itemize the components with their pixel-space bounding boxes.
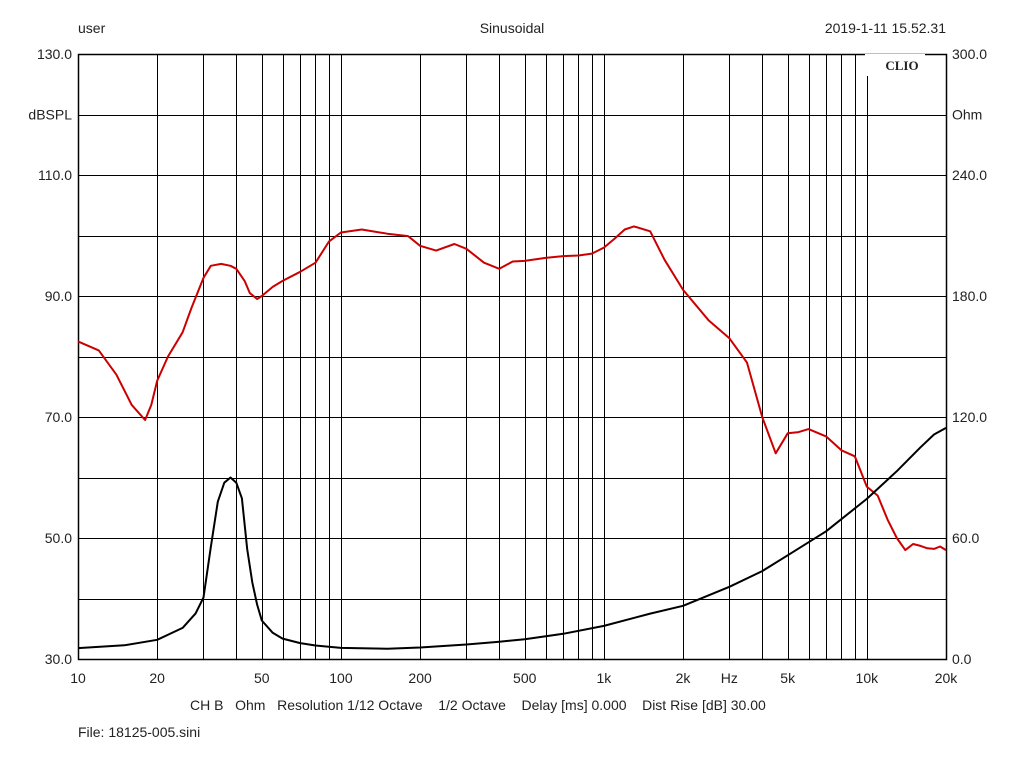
y-right-tick-label: 240.0 (952, 167, 987, 183)
header-timestamp: 2019-1-11 15.52.31 (825, 20, 946, 36)
y-left-tick-label: 50.0 (45, 530, 72, 546)
spl-series-line (77, 225, 947, 552)
chart-axis-labels: 130.0 110.0 90.0 70.0 50.0 30.0 dBSPL 300.0 240.… (28, 46, 987, 686)
y-left-tick-label: 110.0 (38, 167, 72, 183)
y-right-tick-label: 120.0 (952, 409, 987, 425)
header-title: Sinusoidal (480, 20, 545, 36)
x-tick-label: 20k (935, 670, 959, 686)
chart-grid (77, 53, 948, 661)
y-right-tick-label: 60.0 (952, 530, 979, 546)
x-tick-label: 5k (780, 670, 796, 686)
clio-watermark: CLIO (885, 58, 918, 73)
x-tick-label: 500 (513, 670, 537, 686)
chart-series (77, 225, 947, 650)
x-tick-label: 10k (856, 670, 880, 686)
y-left-tick-label: 130.0 (37, 46, 72, 62)
y-right-tick-label: 180.0 (952, 288, 987, 304)
y-right-axis-label: Ohm (952, 107, 982, 123)
y-left-tick-label: 70.0 (45, 409, 72, 425)
footer-file: File: 18125-005.sini (78, 724, 200, 740)
y-left-axis-label: dBSPL (28, 107, 72, 123)
x-tick-label: 1k (596, 670, 612, 686)
x-tick-label: 200 (408, 670, 432, 686)
y-right-tick-label: 0.0 (952, 651, 972, 667)
y-right-tick-label: 300.0 (952, 46, 987, 62)
x-tick-label: 2k (676, 670, 692, 686)
x-tick-label: 50 (254, 670, 270, 686)
y-left-tick-label: 90.0 (45, 288, 72, 304)
impedance-series-line (77, 427, 947, 650)
footer-settings: CH B Ohm Resolution 1/12 Octave 1/2 Octa… (190, 697, 766, 713)
x-tick-label: 20 (149, 670, 165, 686)
header-left-text: user (78, 20, 106, 36)
x-tick-label: 10 (70, 670, 86, 686)
y-left-tick-label: 30.0 (45, 651, 72, 667)
x-axis-unit-label: Hz (721, 670, 738, 686)
watermark-bg (865, 54, 925, 76)
plot-frame (77, 53, 948, 661)
x-tick-label: 100 (329, 670, 353, 686)
